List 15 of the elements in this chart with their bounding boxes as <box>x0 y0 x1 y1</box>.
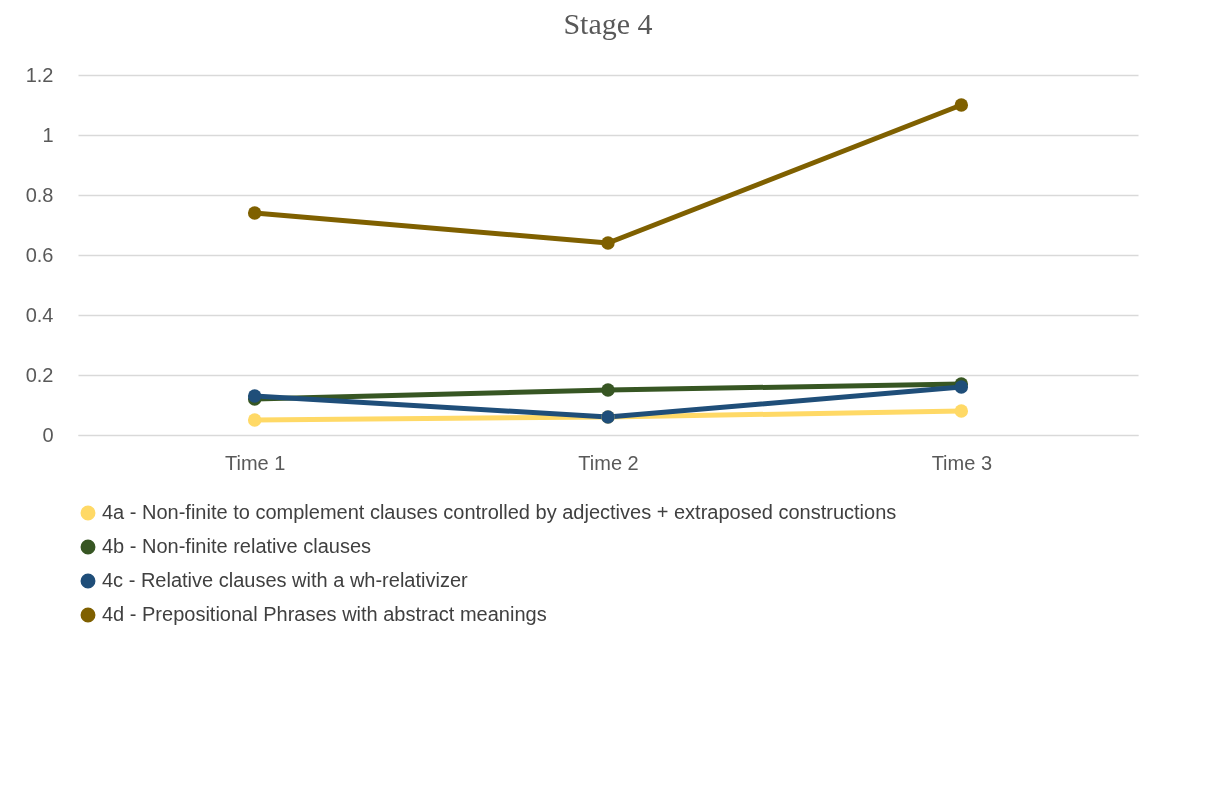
y-tick-label: 0 <box>42 423 54 446</box>
y-tick-label: 1 <box>42 123 54 146</box>
x-tick-label: Time 2 <box>578 451 639 474</box>
legend-label: 4c - Relative clauses with a wh-relativizer <box>102 569 469 591</box>
y-tick-label: 0.2 <box>25 363 54 386</box>
legend-label: 4a - Non-finite to complement clauses controlled by adjectives + extraposed constructions <box>102 501 897 523</box>
legend-label: 4d - Prepositional Phrases with abstract meanings <box>102 603 547 625</box>
chart-title: Stage 4 <box>563 7 653 40</box>
y-tick-label: 0.4 <box>25 303 54 326</box>
legend-label: 4b - Non-finite relative clauses <box>102 535 372 557</box>
y-tick-label: 1.2 <box>25 63 54 86</box>
x-tick-label: Time 3 <box>931 451 993 474</box>
y-tick-label: 0.6 <box>25 243 54 266</box>
x-tick-label: Time 1 <box>224 451 286 474</box>
y-tick-label: 0.8 <box>25 183 54 206</box>
